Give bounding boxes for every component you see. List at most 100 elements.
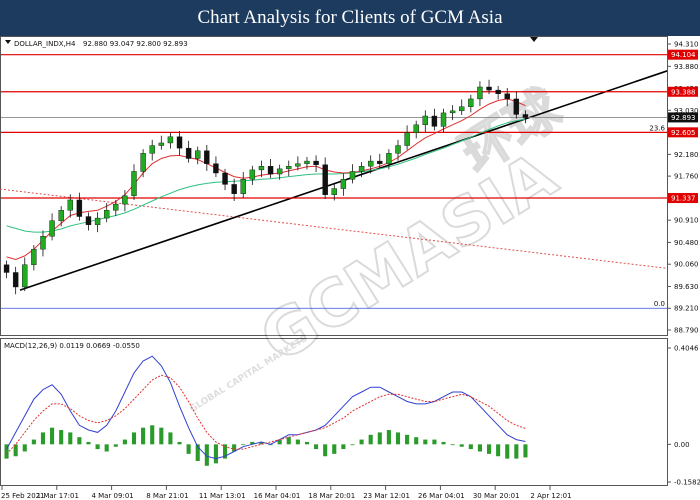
candle-body <box>167 136 174 144</box>
candle-body <box>49 220 55 237</box>
level-price-label: 91.337 <box>671 195 696 203</box>
macd-series <box>4 355 528 466</box>
candle-body <box>94 217 101 226</box>
candle-body <box>313 160 319 165</box>
price-y-tick-label: 94.310 <box>674 41 699 49</box>
candle-body <box>404 132 410 146</box>
candle-body <box>395 145 401 154</box>
price-y-tick-label: 89.210 <box>674 305 699 313</box>
macd-histogram-bar <box>31 439 36 445</box>
macd-histogram-bar <box>514 444 519 459</box>
candle-body <box>322 164 328 195</box>
macd-histogram-bar <box>414 437 419 445</box>
macd-histogram-bar <box>113 444 118 447</box>
macd-histogram-bar <box>22 444 27 452</box>
macd-histogram-bar <box>405 434 410 445</box>
candle-body <box>158 142 165 146</box>
current-price-tag <box>668 112 698 123</box>
macd-histogram-bar <box>95 444 100 450</box>
level-price-tag <box>668 86 698 97</box>
price-y-tick-label: 91.760 <box>674 173 699 181</box>
macd-histogram-bar <box>232 444 237 452</box>
level-price-label: 94.104 <box>671 51 696 59</box>
macd-histogram-bar <box>68 432 73 445</box>
candle-body <box>67 199 73 211</box>
macd-histogram-bar <box>150 425 155 445</box>
x-tick-label: 25 Feb 2021 <box>1 492 45 500</box>
macd-histogram-bar <box>423 439 428 445</box>
candle-body <box>58 210 64 221</box>
candle-body <box>340 179 347 189</box>
macd-histogram-bar <box>323 444 328 457</box>
macd-histogram-bar <box>441 441 446 445</box>
candle-body <box>304 160 310 164</box>
candle-body <box>477 86 483 100</box>
candle-body <box>231 184 237 194</box>
x-tick-label: 18 Mar 20:01 <box>308 492 355 500</box>
candle-body <box>22 264 28 288</box>
candle-body <box>349 171 356 180</box>
macd-histogram-bar <box>496 444 501 457</box>
moving-average-fast <box>6 98 526 261</box>
macd-title: MACD(12,26,9) 0.0119 0.0669 -0.0550 <box>4 342 140 350</box>
price-y-tick-label: 93.880 <box>674 63 699 71</box>
candle-body <box>258 166 265 171</box>
candle-body <box>295 163 301 167</box>
price-series: 23.6 0.0 <box>0 54 668 309</box>
shift-marker-icon <box>530 37 538 42</box>
y-axis: 94.31093.88093.45093.03092.60092.18091.7… <box>667 41 700 487</box>
macd-histogram-bar <box>477 444 482 452</box>
x-tick-label: 23 Mar 12:01 <box>363 492 410 500</box>
macd-histogram-bar <box>213 444 218 464</box>
level-price-label: 93.388 <box>671 88 696 96</box>
macd-histogram-bar <box>159 427 164 445</box>
x-tick-label: 26 Mar 04:01 <box>418 492 465 500</box>
macd-y-tick-label: 0.00 <box>674 441 690 449</box>
macd-histogram-bar <box>386 430 391 445</box>
x-tick-label: 8 Mar 21:01 <box>146 492 188 500</box>
page-title: Chart Analysis for Clients of GCM Asia <box>197 7 503 28</box>
candle-body <box>12 272 19 288</box>
candle-body <box>240 179 246 194</box>
ohlc-readout: 92.880 93.047 92.800 92.893 <box>83 40 188 48</box>
x-tick-label: 2 Apr 12:01 <box>530 492 571 500</box>
macd-histogram-bar <box>250 441 255 445</box>
candle-body <box>367 160 374 167</box>
macd-histogram-bar <box>122 439 127 445</box>
candle-body <box>459 106 465 112</box>
candle-body <box>3 264 10 273</box>
candle-body <box>358 166 365 172</box>
candle-body <box>31 248 37 265</box>
price-y-tick-label: 90.060 <box>674 261 699 269</box>
macd-histogram-bar <box>304 441 310 445</box>
macd-histogram-bar <box>186 444 191 454</box>
macd-histogram-bar <box>50 427 55 445</box>
candle-body <box>377 160 383 164</box>
candle-body <box>195 150 201 159</box>
level-price-tag <box>668 49 698 60</box>
fib-label: 0.0 <box>654 300 665 308</box>
macd-histogram-bar <box>168 432 173 445</box>
symbol-dropdown-icon[interactable] <box>5 40 11 44</box>
macd-histogram-bar <box>40 432 46 445</box>
macd-histogram-bar <box>314 444 319 450</box>
x-tick-label: 4 Mar 09:01 <box>91 492 133 500</box>
candle-body <box>213 163 219 174</box>
page-header: Chart Analysis for Clients of GCM Asia <box>0 0 700 36</box>
price-y-tick-label: 93.030 <box>674 107 699 115</box>
candle-body <box>286 166 292 170</box>
macd-histogram-bar <box>377 432 382 445</box>
level-price-tag <box>668 193 698 204</box>
candle-body <box>122 195 128 205</box>
candle-body <box>522 114 529 118</box>
macd-histogram-bar <box>359 439 364 445</box>
macd-histogram-bar <box>59 430 64 445</box>
chart-area: GCMASIA GLOBAL CAPITAL MARKETS 环球 23.60.… <box>0 36 700 500</box>
candle-body <box>76 199 83 217</box>
candle-body <box>149 145 155 154</box>
candle-body <box>495 89 501 94</box>
macd-histogram-bar <box>277 439 282 445</box>
macd-line <box>6 374 526 455</box>
macd-histogram-bar <box>104 444 109 452</box>
